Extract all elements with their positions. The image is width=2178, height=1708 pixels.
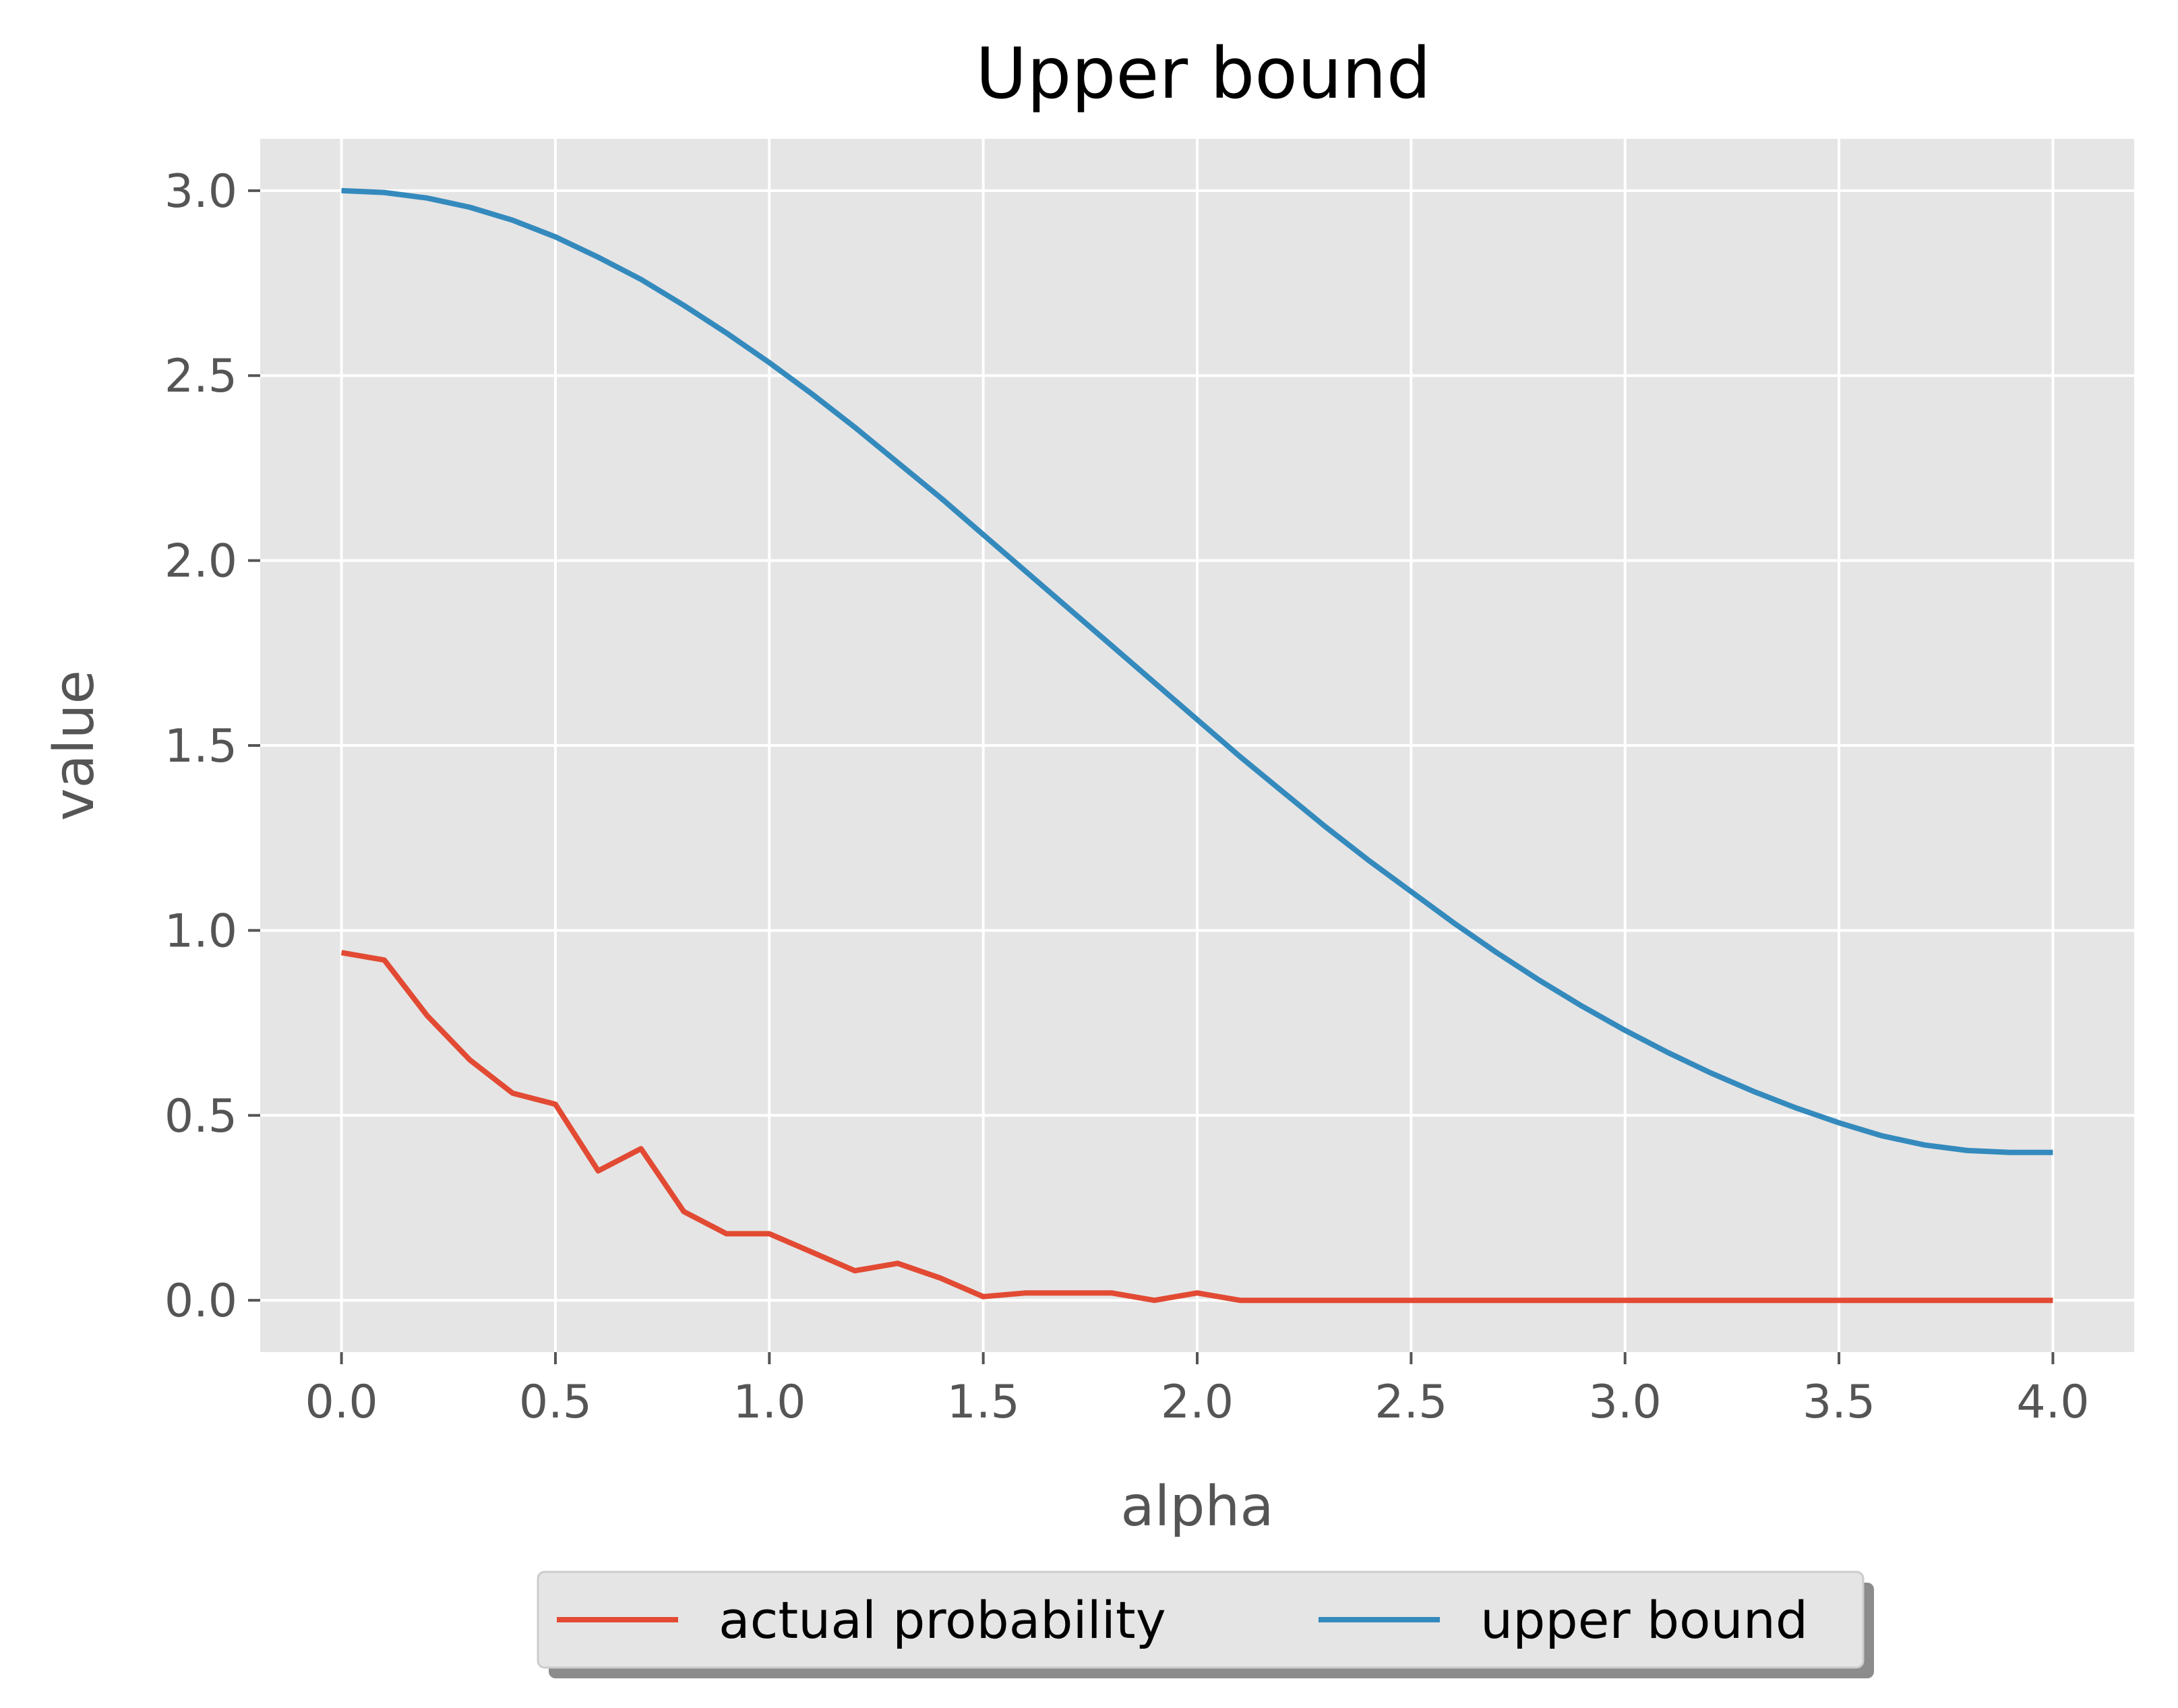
legend: actual probability upper bound (537, 1570, 1874, 1678)
x-axis-label: alpha (1120, 1475, 1273, 1539)
legend-label-upper-bound: upper bound (1480, 1590, 1808, 1650)
x-tick-label: 2.5 (1374, 1376, 1447, 1429)
y-tick-label: 0.0 (164, 1275, 237, 1328)
series-line-actual-probability (340, 950, 2053, 1304)
x-tick-label: 1.0 (733, 1376, 806, 1429)
series-lines (340, 187, 2053, 1304)
y-axis-label: value (42, 670, 107, 821)
chart-title: Upper bound (975, 32, 1430, 115)
y-tick-label: 1.5 (164, 720, 237, 773)
x-tick-label: 3.0 (1589, 1376, 1662, 1429)
y-tick-label: 1.0 (164, 905, 237, 958)
axis-ticks: 0.0 0.5 1.0 1.5 2.0 2.5 3.0 3.5 4.0 0.0 0.5 1.0 1.5 2… (164, 165, 2090, 1429)
x-tick-label: 4.0 (2016, 1376, 2089, 1429)
legend-box (537, 1570, 1865, 1669)
x-tick-label: 3.5 (1803, 1376, 1875, 1429)
x-tick-label: 0.5 (519, 1376, 592, 1429)
y-tick-label: 2.5 (164, 350, 237, 403)
x-tick-label: 2.0 (1161, 1376, 1234, 1429)
y-tick-label: 2.0 (164, 535, 237, 588)
series-line-upper-bound (341, 187, 2053, 1155)
y-tick-label: 0.5 (164, 1090, 237, 1143)
legend-label-actual-probability: actual probability (719, 1590, 1166, 1650)
x-tick-label: 0.0 (305, 1376, 378, 1429)
x-tick-label: 1.5 (947, 1376, 1020, 1429)
y-tick-label: 3.0 (164, 165, 237, 218)
